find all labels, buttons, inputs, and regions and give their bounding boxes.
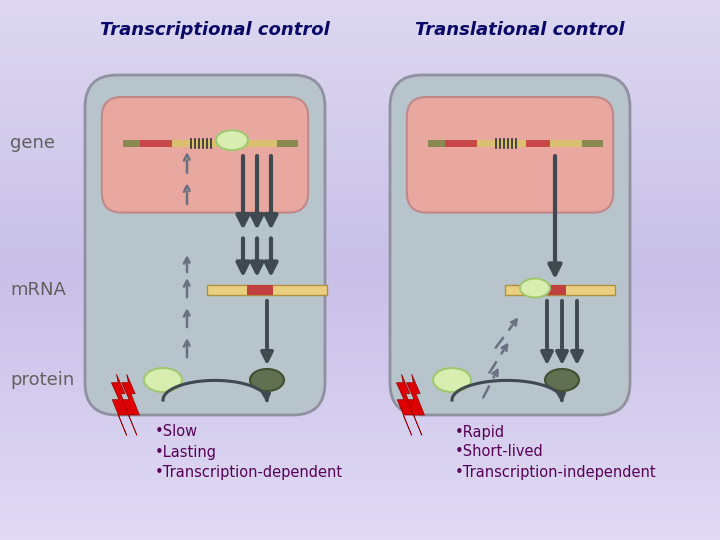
- Ellipse shape: [144, 368, 182, 392]
- Bar: [220, 140, 245, 147]
- Ellipse shape: [433, 368, 471, 392]
- Text: gene: gene: [10, 134, 55, 152]
- Bar: [245, 140, 276, 147]
- Bar: [122, 140, 140, 147]
- Bar: [582, 140, 603, 147]
- Polygon shape: [122, 374, 140, 435]
- Bar: [477, 140, 505, 147]
- Text: •Transcription-dependent: •Transcription-dependent: [155, 464, 343, 480]
- Ellipse shape: [545, 369, 579, 391]
- FancyBboxPatch shape: [85, 75, 325, 415]
- Bar: [207, 285, 327, 295]
- Ellipse shape: [520, 279, 550, 298]
- Text: •Rapid: •Rapid: [455, 424, 505, 440]
- Bar: [276, 140, 297, 147]
- FancyBboxPatch shape: [407, 97, 613, 213]
- FancyBboxPatch shape: [390, 75, 630, 415]
- Ellipse shape: [250, 369, 284, 391]
- Bar: [428, 140, 445, 147]
- Text: protein: protein: [10, 371, 74, 389]
- Text: Transcriptional control: Transcriptional control: [100, 21, 330, 39]
- Text: •Slow: •Slow: [155, 424, 198, 440]
- Bar: [505, 140, 526, 147]
- Bar: [171, 140, 199, 147]
- Bar: [550, 140, 582, 147]
- Bar: [526, 140, 550, 147]
- Text: •Lasting: •Lasting: [155, 444, 217, 460]
- Text: mRNA: mRNA: [10, 281, 66, 299]
- Bar: [199, 140, 220, 147]
- Bar: [505, 285, 615, 295]
- FancyBboxPatch shape: [102, 97, 308, 213]
- Bar: [140, 140, 171, 147]
- Polygon shape: [407, 374, 425, 435]
- Bar: [445, 140, 477, 147]
- Text: •Short-lived: •Short-lived: [455, 444, 544, 460]
- Polygon shape: [112, 374, 130, 435]
- Bar: [541, 285, 565, 295]
- Text: Translational control: Translational control: [415, 21, 625, 39]
- Polygon shape: [397, 374, 414, 435]
- Bar: [246, 285, 273, 295]
- Ellipse shape: [216, 130, 248, 150]
- Text: •Transcription-independent: •Transcription-independent: [455, 464, 657, 480]
